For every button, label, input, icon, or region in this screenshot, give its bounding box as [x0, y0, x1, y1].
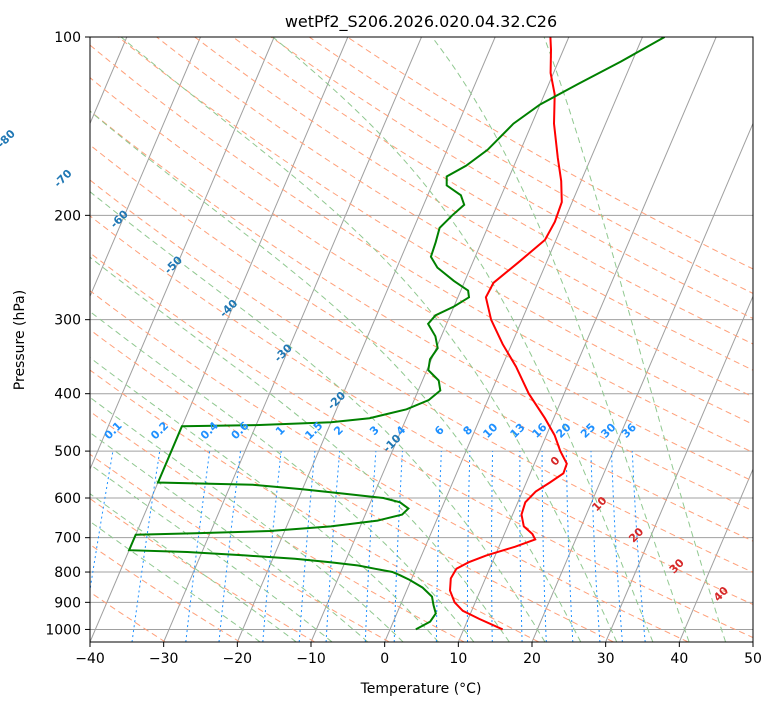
y-axis-title: Pressure (hPa) [12, 290, 28, 390]
mixing-ratio-line [131, 451, 161, 642]
isotherm-line [752, 640, 753, 642]
y-tick-label: 700 [54, 531, 81, 547]
isotherm-line [90, 37, 201, 298]
moist-adiabat-line [90, 493, 297, 642]
x-tick-label: −20 [223, 651, 253, 667]
plot-frame [89, 36, 754, 643]
mixing-ratio-line [590, 451, 601, 642]
moist-adiabat-line [431, 37, 690, 642]
mixing-ratio-line [364, 451, 377, 642]
isotherm-line [531, 122, 753, 642]
y-tick-label: 300 [54, 313, 81, 329]
mixing-ratio-line [435, 451, 442, 642]
x-tick-label: 20 [523, 651, 541, 667]
isotherm-line [236, 37, 496, 642]
x-tick-label: −40 [75, 651, 105, 667]
isotherm-line [457, 37, 717, 642]
mixing-ratio-line [519, 451, 523, 642]
x-tick-label: −30 [149, 651, 179, 667]
y-tick-label: 200 [54, 208, 81, 224]
dry-adiabat-line [90, 215, 753, 606]
x-tick-label: −10 [296, 651, 326, 667]
moist-adiabat-line [90, 463, 333, 642]
y-tick-label: 1000 [45, 622, 81, 638]
x-tick-label: 30 [597, 651, 615, 667]
dry-adiabat-line [90, 329, 614, 642]
isotherm-line [310, 37, 570, 642]
isotherm-line [605, 295, 753, 642]
x-tick-label: 40 [670, 651, 688, 667]
dry-adiabat-line [90, 252, 753, 639]
dewpoint-profile-line [127, 37, 666, 631]
moist-adiabat-line [90, 356, 439, 642]
isotherm-line [384, 37, 643, 642]
y-tick-label: 500 [54, 444, 81, 460]
isotherm-line [90, 37, 275, 471]
y-tick-label: 900 [54, 595, 81, 611]
y-tick-label: 400 [54, 387, 81, 403]
mixing-ratio-line [565, 451, 574, 642]
moist-adiabat-line [90, 310, 475, 642]
x-axis-title: Temperature (°C) [360, 681, 482, 697]
moist-adiabat-line [90, 431, 369, 642]
mixing-ratio-line [393, 451, 403, 642]
y-tick-label: 100 [54, 30, 81, 46]
moist-adiabat-line [90, 396, 404, 642]
dry-adiabat-line [194, 37, 753, 371]
mixing-ratio-line [490, 451, 494, 642]
moist-adiabat-line [272, 37, 654, 642]
mixing-ratio-line [218, 451, 241, 642]
isotherm-line [678, 467, 753, 642]
mixing-ratio-line [541, 451, 547, 642]
y-tick-label: 600 [54, 491, 81, 507]
moist-adiabat-line [90, 256, 510, 642]
mixing-ratio-line [262, 451, 282, 642]
dry-adiabat-line [90, 44, 753, 453]
x-tick-label: 10 [449, 651, 467, 667]
isotherm-line [163, 37, 422, 642]
y-tick-label: 800 [54, 565, 81, 581]
x-axis-ticks: −40 −30 −20 −10 0 10 20 30 40 50 [75, 642, 762, 667]
temperature-profile-line [448, 37, 568, 631]
dry-adiabat-line [90, 290, 689, 642]
mixing-ratio-line [611, 451, 623, 642]
dry-adiabat-label: -70 [51, 167, 74, 190]
dry-adiabat-line [232, 37, 753, 345]
profile-lines [127, 37, 666, 631]
y-axis-ticks: 1000 900 800 700 600 500 400 300 200 100 [45, 30, 90, 638]
moist-adiabat-line [543, 37, 727, 642]
dry-adiabat-line [90, 498, 315, 642]
mixing-ratio-line [325, 451, 341, 642]
chart-title: wetPf2_S206.2026.020.04.32.C26 [285, 12, 557, 32]
dry-adiabat-line [90, 369, 540, 642]
x-tick-label: 0 [380, 651, 389, 667]
mixing-ratio-line [90, 451, 114, 594]
mixing-ratio-line [631, 451, 646, 642]
mixing-ratio-line [298, 451, 316, 642]
x-tick-label: 50 [744, 651, 762, 667]
mixing-ratio-line [466, 451, 471, 642]
dry-adiabat-label: -80 [0, 127, 18, 150]
